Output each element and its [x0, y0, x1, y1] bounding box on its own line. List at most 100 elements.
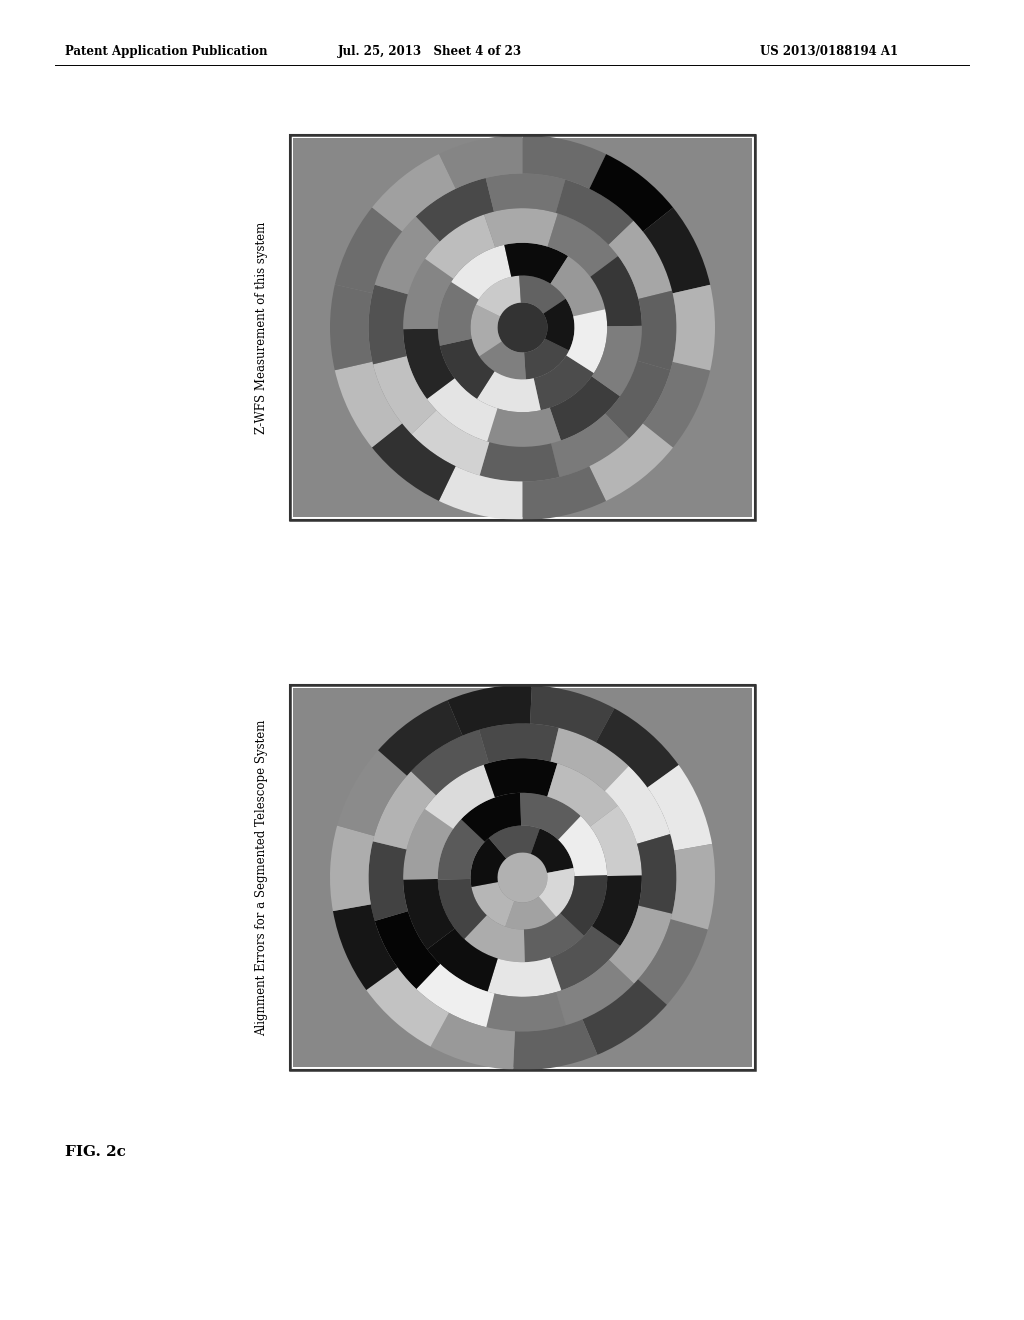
Circle shape [498, 853, 548, 903]
Text: Jul. 25, 2013   Sheet 4 of 23: Jul. 25, 2013 Sheet 4 of 23 [338, 45, 522, 58]
Wedge shape [524, 913, 584, 962]
Wedge shape [547, 763, 617, 826]
Wedge shape [544, 298, 574, 351]
Wedge shape [504, 243, 568, 284]
Wedge shape [412, 411, 489, 475]
Wedge shape [583, 979, 667, 1055]
Wedge shape [378, 700, 463, 776]
Wedge shape [638, 919, 708, 1005]
Wedge shape [609, 906, 672, 983]
Text: US 2013/0188194 A1: US 2013/0188194 A1 [760, 45, 898, 58]
Text: Patent Application Publication: Patent Application Publication [65, 45, 267, 58]
Text: FIG. 2c: FIG. 2c [65, 1144, 126, 1159]
Wedge shape [372, 154, 456, 231]
Wedge shape [556, 960, 634, 1026]
Text: Alignment Errors for a Segmented Telescope System: Alignment Errors for a Segmented Telesco… [256, 719, 268, 1036]
Wedge shape [605, 360, 671, 438]
Wedge shape [590, 805, 642, 876]
Wedge shape [403, 329, 455, 399]
Bar [290, 685, 755, 1071]
Wedge shape [470, 838, 506, 887]
Wedge shape [373, 356, 436, 434]
Wedge shape [608, 220, 672, 298]
Wedge shape [479, 723, 559, 763]
Wedge shape [425, 215, 496, 279]
Wedge shape [411, 730, 488, 795]
Wedge shape [330, 825, 374, 911]
Wedge shape [519, 276, 565, 314]
Wedge shape [375, 216, 440, 294]
Wedge shape [417, 964, 495, 1027]
Wedge shape [550, 927, 621, 990]
Wedge shape [484, 209, 558, 247]
Wedge shape [513, 1019, 597, 1071]
Wedge shape [524, 339, 569, 379]
Wedge shape [369, 285, 408, 364]
Wedge shape [522, 135, 606, 189]
Wedge shape [487, 957, 561, 997]
Wedge shape [425, 764, 495, 829]
Wedge shape [590, 154, 673, 231]
Wedge shape [447, 685, 531, 735]
Wedge shape [439, 466, 522, 520]
Wedge shape [372, 424, 456, 500]
Wedge shape [647, 766, 712, 850]
Wedge shape [592, 326, 642, 396]
Wedge shape [520, 793, 581, 840]
Wedge shape [643, 207, 711, 293]
Wedge shape [522, 466, 606, 520]
Wedge shape [487, 408, 561, 447]
Wedge shape [637, 834, 677, 913]
Wedge shape [330, 285, 373, 370]
Wedge shape [431, 1012, 515, 1069]
Wedge shape [333, 904, 397, 990]
Wedge shape [373, 771, 436, 850]
Wedge shape [476, 276, 521, 317]
Wedge shape [483, 758, 557, 797]
Wedge shape [590, 256, 642, 326]
Wedge shape [556, 180, 634, 244]
Wedge shape [461, 793, 521, 842]
Wedge shape [403, 809, 454, 879]
Wedge shape [479, 442, 559, 482]
Wedge shape [488, 825, 540, 858]
Text: Z-WFS Measurement of this system: Z-WFS Measurement of this system [256, 222, 268, 434]
Wedge shape [566, 309, 607, 374]
Wedge shape [560, 875, 607, 936]
Wedge shape [367, 968, 449, 1047]
Wedge shape [530, 829, 573, 873]
Wedge shape [551, 727, 629, 791]
Wedge shape [637, 290, 677, 371]
Wedge shape [671, 843, 715, 929]
Wedge shape [592, 875, 642, 946]
Wedge shape [439, 135, 522, 189]
Wedge shape [416, 178, 494, 242]
Bar [293, 139, 752, 517]
Wedge shape [337, 750, 407, 836]
Wedge shape [438, 879, 486, 939]
Wedge shape [486, 993, 566, 1031]
Wedge shape [335, 207, 402, 293]
Wedge shape [464, 915, 524, 962]
Wedge shape [551, 413, 629, 477]
Wedge shape [550, 376, 620, 441]
Wedge shape [539, 869, 574, 917]
Wedge shape [505, 896, 556, 929]
Wedge shape [471, 882, 514, 927]
Circle shape [498, 302, 548, 352]
Wedge shape [485, 173, 565, 213]
Wedge shape [403, 259, 454, 329]
Wedge shape [605, 766, 671, 843]
Wedge shape [438, 820, 484, 879]
Wedge shape [427, 928, 498, 991]
Wedge shape [534, 355, 594, 411]
Wedge shape [673, 285, 715, 371]
Bar [293, 688, 752, 1067]
Wedge shape [643, 362, 711, 447]
Wedge shape [477, 371, 541, 412]
Wedge shape [438, 282, 478, 346]
Wedge shape [369, 841, 408, 921]
Wedge shape [335, 362, 402, 447]
Wedge shape [589, 424, 673, 502]
Wedge shape [470, 305, 502, 356]
